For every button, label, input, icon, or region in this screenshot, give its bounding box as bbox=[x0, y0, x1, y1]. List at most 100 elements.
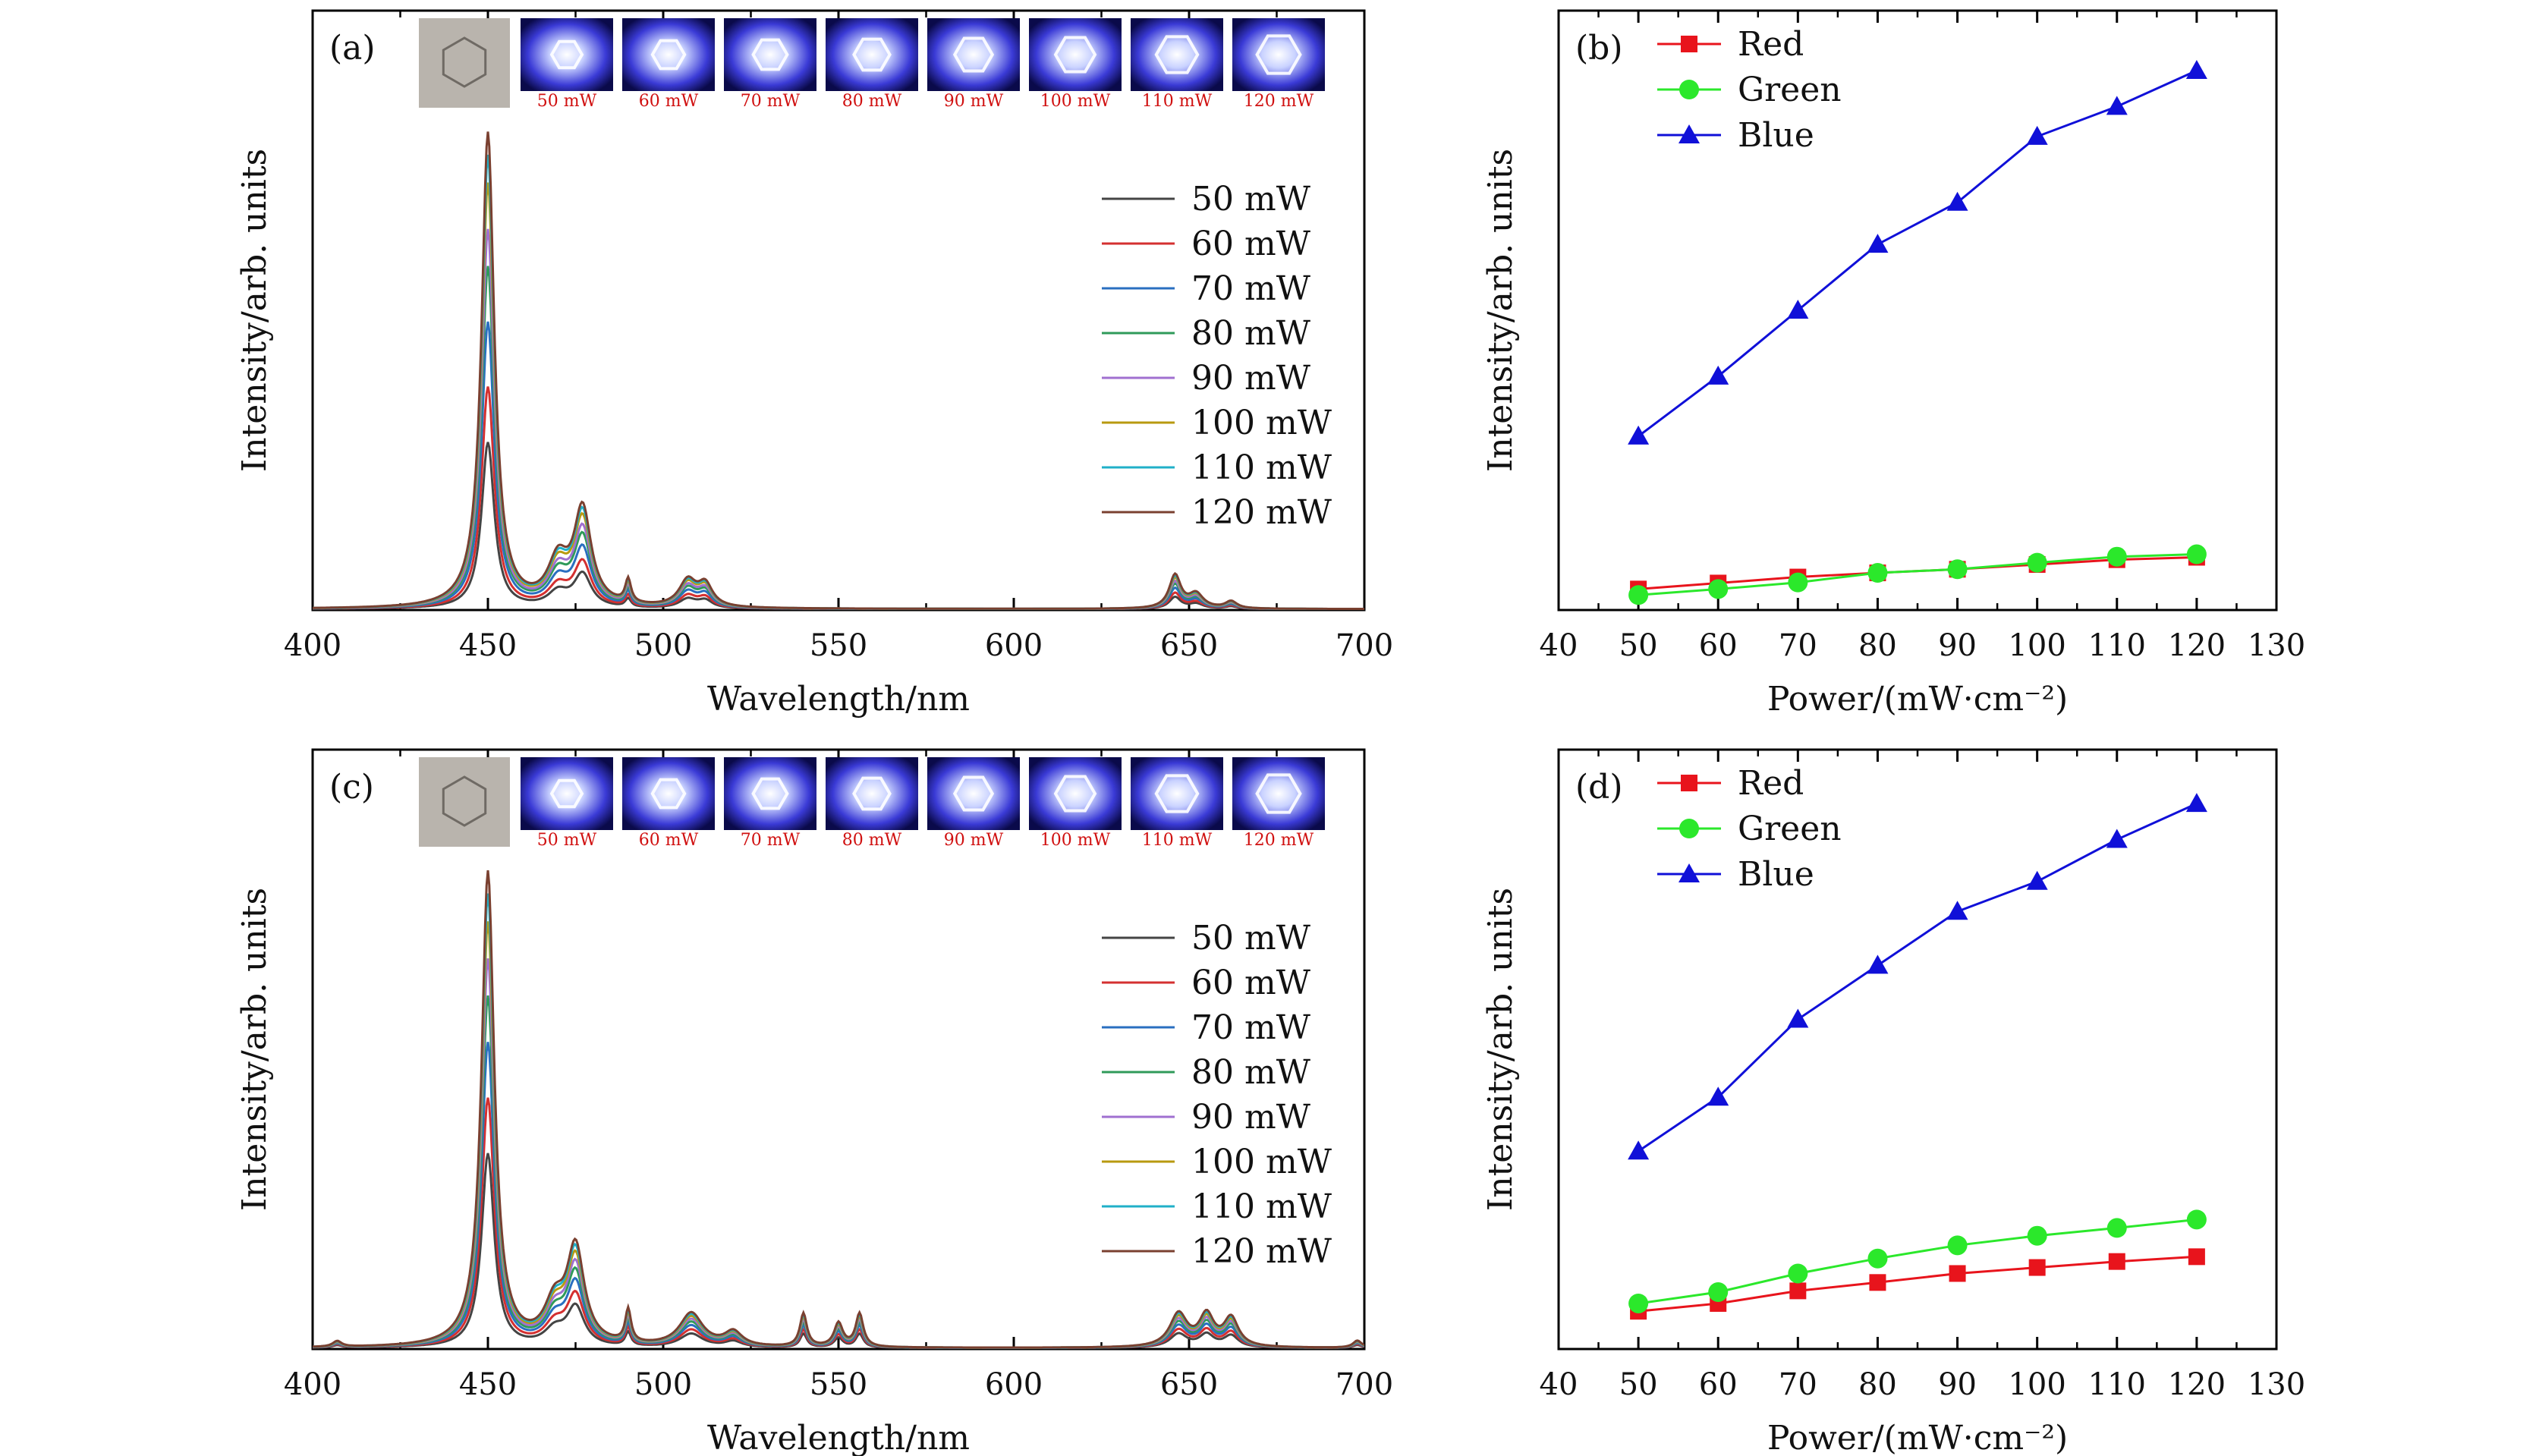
inset-photo-6: 110 mW bbox=[1131, 757, 1223, 850]
y-axis-label: Intensity/arb. units bbox=[235, 888, 274, 1211]
inset-photo-4: 90 mW bbox=[927, 757, 1020, 850]
crystal-glow-outline bbox=[1053, 775, 1097, 813]
data-point bbox=[1788, 572, 1808, 593]
photo-caption-bg bbox=[724, 830, 816, 848]
spectrum-line-7 bbox=[313, 131, 1364, 610]
photo-caption-bg bbox=[1131, 830, 1223, 848]
crystal-glow-outline bbox=[1154, 35, 1200, 74]
inset-photo-1: 60 mW bbox=[622, 18, 715, 111]
data-point bbox=[1789, 1282, 1807, 1300]
data-point bbox=[2108, 1253, 2125, 1270]
photo-caption-bg bbox=[927, 91, 1020, 109]
x-axis-label: Wavelength/nm bbox=[707, 1419, 970, 1456]
panel-label: (d) bbox=[1575, 768, 1623, 807]
series-line bbox=[1638, 553, 2197, 596]
plot-frame bbox=[1557, 9, 2278, 612]
data-point bbox=[1707, 1086, 1729, 1106]
photo-caption: 110 mW bbox=[1142, 92, 1213, 111]
x-tick-label: 40 bbox=[1540, 1367, 1578, 1402]
photo-caption: 60 mW bbox=[639, 831, 699, 850]
photo-caption-bg bbox=[1232, 830, 1325, 848]
data-point bbox=[2106, 96, 2128, 115]
series-line bbox=[1638, 1218, 2198, 1305]
inset-photo-3: 80 mW bbox=[826, 18, 918, 111]
y-axis-label: Intensity/arb. units bbox=[1481, 888, 1520, 1211]
data-point bbox=[1628, 425, 1650, 445]
x-tick-label: 500 bbox=[634, 1367, 692, 1402]
data-point bbox=[1708, 579, 1729, 599]
inset-photo-5: 100 mW bbox=[1029, 757, 1122, 850]
x-tick-label: 400 bbox=[284, 1367, 341, 1402]
emission-photo bbox=[1029, 18, 1122, 91]
photo-caption: 70 mW bbox=[741, 92, 801, 111]
legend-marker-2 bbox=[1679, 124, 1700, 143]
inset-photo-0: 50 mW bbox=[521, 18, 613, 111]
x-tick-label: 60 bbox=[1699, 628, 1738, 663]
x-tick-label: 70 bbox=[1779, 628, 1817, 663]
spectra bbox=[313, 870, 1364, 1349]
legend-label-3: 80 mW bbox=[1191, 1053, 1311, 1092]
series-blue bbox=[1628, 60, 2207, 445]
crystal-glow-outline bbox=[1154, 774, 1200, 813]
emission-photo bbox=[521, 757, 613, 830]
emission-photo bbox=[521, 18, 613, 91]
inset-photo-4: 90 mW bbox=[927, 18, 1020, 111]
emission-photo bbox=[826, 18, 918, 91]
x-tick-label: 90 bbox=[1938, 628, 1977, 663]
y-axis-label: Intensity/arb. units bbox=[235, 149, 274, 472]
crystal-glow-outline bbox=[952, 36, 995, 73]
micrograph-photo bbox=[419, 757, 510, 847]
micrograph-photo bbox=[419, 18, 510, 108]
inset-photo-3: 80 mW bbox=[826, 757, 918, 850]
data-point bbox=[1867, 234, 1889, 253]
panel-c: 400 450 500 550 600 650 700 Wavelength/nm Intens… bbox=[235, 748, 1393, 1456]
panel-label: (c) bbox=[329, 768, 374, 807]
inset-micrograph bbox=[419, 18, 510, 108]
legend-marker-2 bbox=[1679, 863, 1700, 882]
data-point bbox=[1708, 1281, 1729, 1302]
emission-photo bbox=[1131, 757, 1223, 830]
x-tick-label: 90 bbox=[1938, 1367, 1977, 1402]
crystal-glow-outline bbox=[1255, 34, 1302, 75]
legend-label-1: 60 mW bbox=[1191, 225, 1311, 263]
legend-label-1: Green bbox=[1738, 71, 1842, 109]
x-tick-label: 550 bbox=[810, 628, 867, 663]
data-point bbox=[2027, 552, 2047, 573]
emission-photo bbox=[1131, 18, 1223, 91]
data-point bbox=[2185, 793, 2207, 813]
emission-photo bbox=[622, 757, 715, 830]
x-tick-label: 600 bbox=[985, 1367, 1043, 1402]
emission-photo bbox=[1232, 18, 1325, 91]
legend-label-0: 50 mW bbox=[1191, 180, 1311, 219]
panel-label: (b) bbox=[1575, 29, 1623, 68]
crystal-glow-outline bbox=[650, 778, 687, 810]
data-point bbox=[1788, 1263, 1808, 1284]
legend-marker-1 bbox=[1679, 819, 1699, 838]
legend-label-7: 120 mW bbox=[1191, 1232, 1332, 1271]
x-tick-label: 110 bbox=[2088, 1367, 2146, 1402]
spectrum-line-7 bbox=[313, 870, 1364, 1349]
legend-label-7: 120 mW bbox=[1191, 493, 1332, 532]
emission-photo bbox=[724, 18, 816, 91]
series-line bbox=[1638, 1255, 2197, 1313]
emission-photo bbox=[724, 757, 816, 830]
x-tick-label: 120 bbox=[2168, 1367, 2226, 1402]
data-point bbox=[1787, 300, 1809, 319]
photo-caption: 80 mW bbox=[842, 92, 902, 111]
crystal-glow-outline bbox=[852, 37, 892, 72]
crystal-glow-outline bbox=[1255, 773, 1302, 814]
data-point bbox=[1947, 1235, 1968, 1256]
data-point bbox=[1787, 1008, 1809, 1028]
data-point bbox=[1867, 954, 1889, 974]
data-point bbox=[2026, 125, 2048, 145]
photo-caption-bg bbox=[1131, 91, 1223, 109]
photo-caption-bg bbox=[1029, 830, 1122, 848]
photo-caption: 80 mW bbox=[842, 831, 902, 850]
data-point bbox=[1707, 365, 1729, 385]
spectra bbox=[313, 131, 1364, 610]
spectrum-line-3 bbox=[313, 995, 1364, 1349]
x-tick-label: 650 bbox=[1160, 628, 1218, 663]
inset-photo-2: 70 mW bbox=[724, 18, 816, 111]
photo-caption: 60 mW bbox=[639, 92, 699, 111]
